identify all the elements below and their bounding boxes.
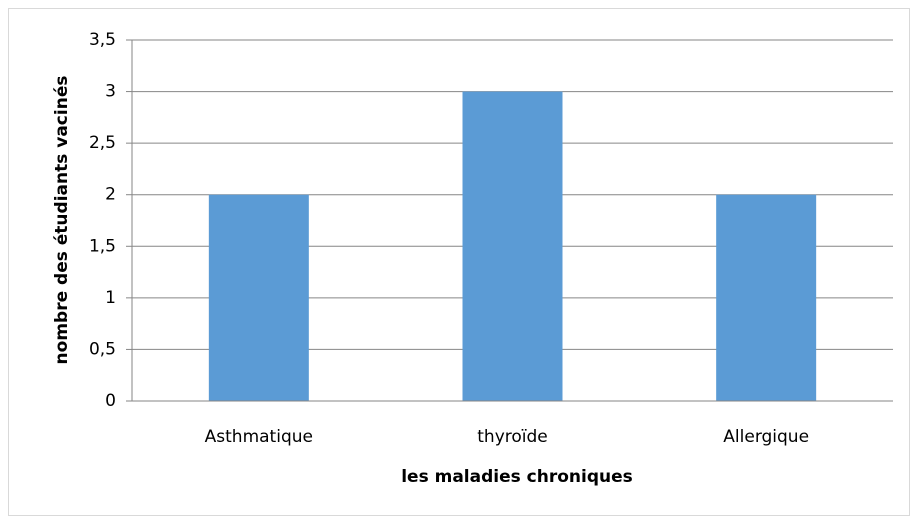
y-tick-label: 2,5 bbox=[89, 133, 116, 153]
x-tick-label: thyroïde bbox=[477, 427, 548, 447]
bar bbox=[462, 91, 563, 402]
y-tick-label: 0,5 bbox=[89, 339, 116, 359]
y-axis-title: nombre des étudiants vacinés bbox=[52, 76, 72, 365]
y-tick-label: 1 bbox=[105, 288, 116, 308]
x-axis-title: les maladies chroniques bbox=[401, 467, 633, 487]
y-tick-label: 0 bbox=[105, 391, 116, 411]
bar bbox=[208, 194, 309, 401]
bar bbox=[716, 194, 817, 401]
x-tick-label: Allergique bbox=[723, 427, 809, 447]
y-tick-label: 3,5 bbox=[89, 30, 116, 50]
y-tick-label: 3 bbox=[105, 82, 116, 102]
y-tick-label: 2 bbox=[105, 185, 116, 205]
x-tick-label: Asthmatique bbox=[205, 427, 313, 447]
y-tick-label: 1,5 bbox=[89, 236, 116, 256]
